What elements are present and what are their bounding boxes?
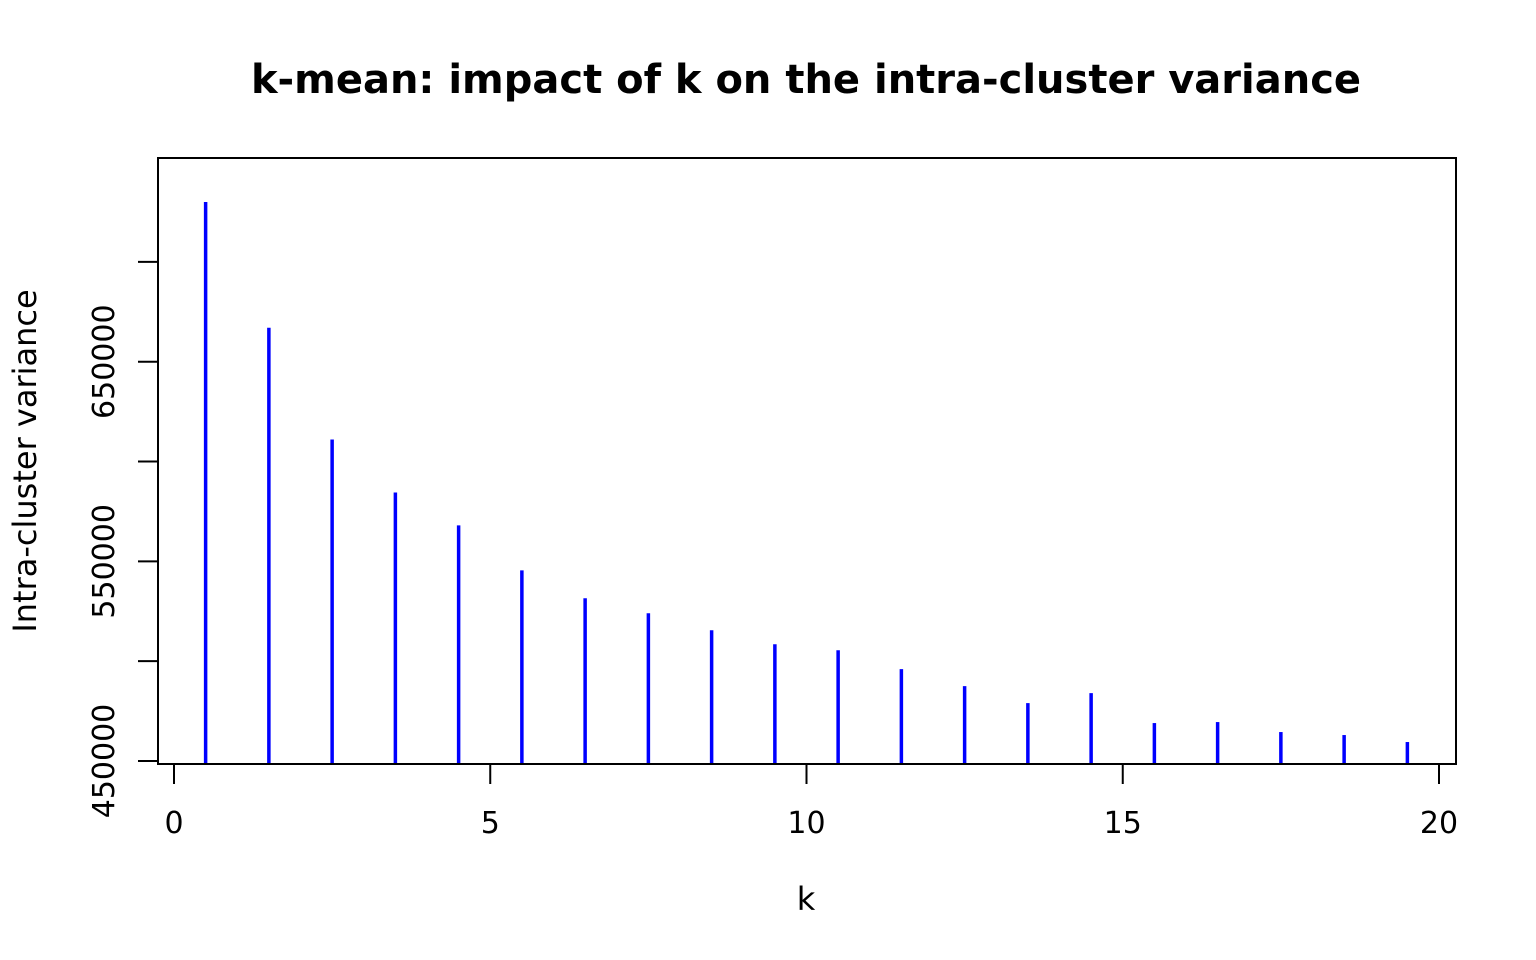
x-axis-label: k — [797, 880, 816, 918]
x-tick-label-15: 15 — [1104, 806, 1142, 841]
x-tick-label-0: 0 — [164, 806, 183, 841]
x-tick-label-10: 10 — [787, 806, 825, 841]
y-tick-label-650000: 650000 — [87, 304, 122, 419]
chart-title: k-mean: impact of k on the intra-cluster… — [251, 57, 1361, 103]
y-axis: 450000 550000 650000 — [87, 260, 159, 819]
x-tick-label-5: 5 — [481, 806, 500, 841]
plot-frame — [157, 157, 1457, 765]
x-axis: 0 5 10 15 20 — [164, 763, 1458, 841]
x-tick-label-20: 20 — [1420, 806, 1458, 841]
y-axis-label: Intra-cluster variance — [6, 289, 44, 632]
y-tick-label-450000: 450000 — [87, 704, 122, 819]
y-tick-label-550000: 550000 — [87, 504, 122, 619]
bars-group — [203, 201, 1410, 763]
